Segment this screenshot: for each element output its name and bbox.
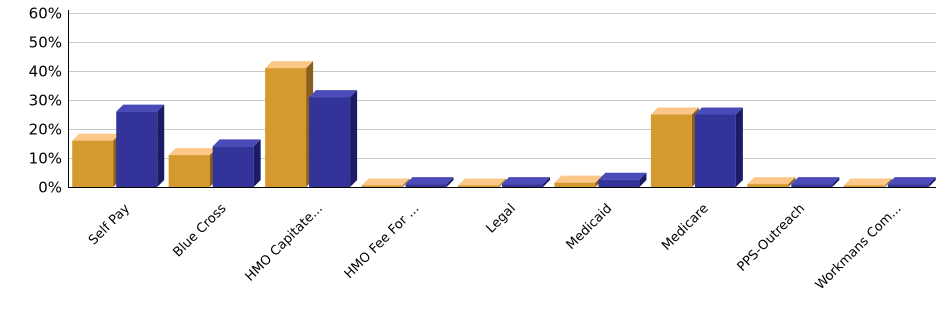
bar-2-6	[694, 107, 743, 187]
bar-front	[887, 184, 929, 187]
bar-1-4	[458, 178, 506, 187]
bar-side	[884, 178, 892, 187]
bar-top	[212, 139, 261, 147]
bar-top	[458, 178, 506, 186]
bar-front	[72, 140, 114, 187]
bar-front	[694, 114, 736, 187]
bar-side	[446, 177, 454, 187]
x-axis-category-labels: Self Pay Blue Cross HMO Capitate... HMO Fee…	[86, 201, 905, 293]
x-category-label: Blue Cross	[170, 201, 229, 260]
bar-front	[650, 114, 692, 187]
bar-top	[747, 177, 796, 185]
bar-front	[598, 179, 640, 187]
bar-1-0	[72, 133, 121, 187]
y-tick-label: 30%	[29, 92, 62, 110]
bar-2-8	[887, 177, 936, 187]
bar-side	[350, 90, 358, 187]
bar-side	[735, 107, 743, 187]
bar-top	[168, 148, 217, 156]
bar-side	[639, 172, 647, 187]
bar-side	[402, 178, 410, 187]
bar-side	[499, 178, 506, 187]
bar-side	[832, 177, 840, 187]
x-category-label: Medicare	[659, 201, 712, 254]
bar-1-2	[265, 61, 314, 187]
bar-1-7	[747, 177, 796, 187]
bar-top	[791, 177, 840, 185]
bar-side	[928, 177, 936, 187]
y-tick-label: 40%	[29, 63, 62, 81]
bar-front	[309, 97, 351, 187]
x-category-label: Self Pay	[86, 201, 133, 248]
bar-front	[361, 185, 403, 187]
bar-top	[598, 172, 647, 180]
x-category-label: Legal	[484, 201, 519, 236]
bar-top	[72, 133, 121, 141]
gridlines	[68, 13, 936, 159]
bar-front	[458, 185, 499, 187]
y-tick-label: 0%	[38, 179, 62, 197]
y-tick-label: 60%	[29, 5, 62, 23]
axes	[68, 10, 936, 188]
bar-side	[543, 177, 550, 187]
bar-1-1	[168, 148, 217, 187]
bar-top	[116, 104, 165, 112]
bar-2-2	[309, 90, 358, 187]
bar-top	[887, 177, 936, 185]
bar-1-8	[843, 178, 892, 187]
bar-top	[265, 61, 314, 69]
x-category-label: HMO Capitate...	[243, 201, 326, 284]
bar-1-6	[650, 107, 699, 187]
x-category-label: Medicaid	[564, 201, 616, 253]
x-category-label: PPS-Outreach	[735, 201, 809, 275]
bar-front	[405, 184, 447, 187]
bar-front	[168, 155, 210, 187]
y-tick-label: 50%	[29, 34, 62, 52]
bar-front	[843, 185, 885, 187]
y-tick-label: 10%	[29, 150, 62, 168]
x-category-label: HMO Fee For ...	[342, 201, 423, 282]
bar-top	[309, 90, 358, 98]
bar-top	[502, 177, 550, 185]
bar-side	[157, 104, 165, 187]
bar-top	[554, 175, 603, 183]
bar-side	[788, 177, 796, 187]
bar-top	[694, 107, 743, 115]
bar-2-5	[598, 172, 647, 187]
bar-top	[405, 177, 454, 185]
bar-front	[747, 184, 789, 187]
bar-2-4	[502, 177, 550, 187]
bar-2-7	[791, 177, 840, 187]
bar-2-3	[405, 177, 454, 187]
bar-front	[116, 111, 158, 187]
bar-front	[791, 184, 833, 187]
bar-top	[361, 178, 410, 186]
bar-1-5	[554, 175, 603, 187]
bar-1-3	[361, 178, 410, 187]
bar-2-0	[116, 104, 165, 187]
y-axis-tick-labels: 0% 10% 20% 30% 40% 50% 60%	[29, 5, 62, 197]
bar-side	[253, 139, 261, 187]
y-tick-label: 20%	[29, 121, 62, 139]
bars	[72, 61, 936, 187]
bar-2-1	[212, 139, 261, 187]
bar-front	[212, 146, 254, 187]
bar-front	[502, 184, 543, 187]
bar-top	[843, 178, 892, 186]
bar-front	[554, 182, 596, 187]
x-category-label: Workmans Com...	[813, 201, 905, 293]
bar-top	[650, 107, 699, 115]
bar-front	[265, 68, 307, 187]
